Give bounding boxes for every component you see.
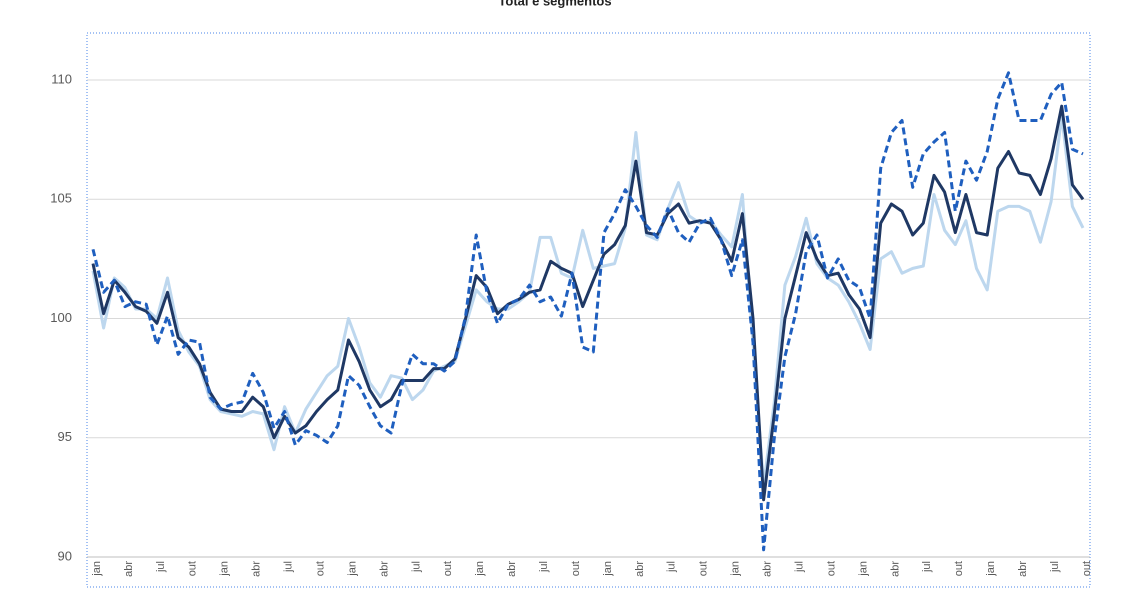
x-tick-label: jan (602, 561, 614, 577)
y-tick-label: 90 (58, 548, 72, 563)
series-line (91, 104, 1085, 502)
x-tick-label: out (1081, 561, 1093, 576)
x-tick-label: out (698, 561, 710, 576)
x-tick-label: jan (219, 561, 231, 577)
plot-area (86, 32, 1091, 588)
x-tick-label: jan (91, 561, 103, 577)
x-tick-label: jul (155, 561, 167, 573)
x-tick-label: out (953, 561, 965, 576)
x-tick-label: jul (921, 561, 933, 573)
x-tick-label: jan (730, 561, 742, 577)
x-tick-label: jul (538, 561, 550, 573)
x-tick-label: abr (762, 561, 774, 577)
x-tick-label: jan (857, 561, 869, 577)
x-tick-label: jan (474, 561, 486, 577)
x-tick-label: abr (634, 561, 646, 577)
x-tick-label: abr (378, 561, 390, 577)
x-tick-label: out (314, 561, 326, 576)
x-tick-label: abr (251, 561, 263, 577)
y-tick-label: 100 (50, 310, 72, 325)
series-line (91, 71, 1084, 552)
x-tick-label: abr (889, 561, 901, 577)
series-line (91, 114, 1085, 487)
x-tick-label: out (187, 561, 199, 576)
x-tick-label: jul (283, 561, 295, 573)
x-tick-label: out (570, 561, 582, 576)
x-tick-label: jan (985, 561, 997, 577)
y-tick-label: 105 (50, 191, 72, 206)
x-tick-label: out (442, 561, 454, 576)
x-tick-label: abr (1017, 561, 1029, 577)
chart-title: Total e segmentos (498, 0, 611, 8)
y-tick-label: 110 (51, 71, 72, 86)
x-tick-label: out (825, 561, 837, 576)
x-tick-label: jul (793, 561, 805, 573)
x-tick-label: jul (1049, 561, 1061, 573)
x-tick-label: jul (410, 561, 422, 573)
y-tick-label: 95 (58, 429, 72, 444)
x-tick-label: jul (666, 561, 678, 573)
x-tick-label: abr (506, 561, 518, 577)
x-tick-label: abr (123, 561, 135, 577)
x-tick-label: jan (346, 561, 358, 577)
